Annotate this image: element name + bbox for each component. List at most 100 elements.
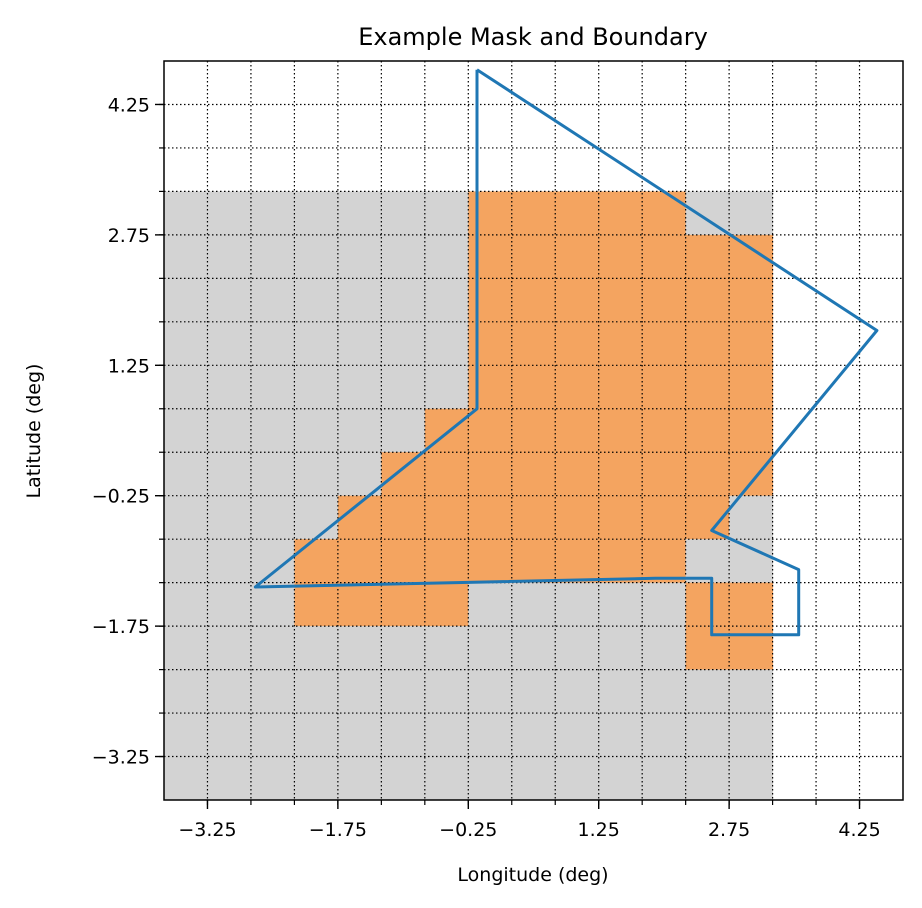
- mask-cell-outside: [511, 713, 556, 758]
- y-tick-label: 4.25: [108, 94, 150, 116]
- mask-cell-inside: [598, 495, 643, 540]
- mask-cell-outside: [164, 582, 208, 627]
- mask-cell-inside: [468, 278, 513, 323]
- mask-cell-outside: [729, 669, 774, 714]
- mask-cell-outside: [250, 365, 295, 410]
- mask-cell-inside: [555, 408, 600, 453]
- mask-cell-outside: [250, 756, 295, 801]
- mask-cell-outside: [511, 626, 556, 671]
- mask-cell-outside: [685, 539, 730, 584]
- mask-cell-outside: [381, 713, 426, 758]
- mask-cell-inside: [598, 234, 643, 279]
- mask-cell-inside: [642, 495, 687, 540]
- mask-cell-outside: [555, 669, 600, 714]
- mask-cell-inside: [511, 539, 556, 584]
- mask-cell-inside: [294, 582, 339, 627]
- mask-cell-outside: [164, 713, 208, 758]
- mask-cell-inside: [424, 452, 469, 497]
- mask-cell-outside: [207, 626, 252, 671]
- mask-cell-inside: [685, 582, 730, 627]
- mask-cell-outside: [424, 713, 469, 758]
- mask-cell-inside: [468, 234, 513, 279]
- mask-cell-outside: [729, 191, 774, 236]
- mask-cell-inside: [642, 365, 687, 410]
- mask-cell-outside: [729, 756, 774, 801]
- mask-cell-outside: [381, 626, 426, 671]
- mask-cell-inside: [598, 365, 643, 410]
- mask-cell-outside: [555, 582, 600, 627]
- mask-cell-outside: [294, 452, 339, 497]
- mask-cell-inside: [511, 321, 556, 366]
- mask-cell-outside: [598, 582, 643, 627]
- mask-cell-outside: [381, 756, 426, 801]
- mask-cell-outside: [381, 191, 426, 236]
- mask-cell-outside: [294, 278, 339, 323]
- mask-cell-inside: [598, 321, 643, 366]
- mask-cell-inside: [424, 539, 469, 584]
- mask-cell-inside: [337, 539, 382, 584]
- mask-cell-outside: [294, 669, 339, 714]
- mask-cell-outside: [164, 756, 208, 801]
- mask-cell-outside: [250, 191, 295, 236]
- mask-cell-outside: [381, 234, 426, 279]
- y-tick-label: −1.75: [92, 616, 150, 638]
- mask-cell-outside: [555, 756, 600, 801]
- mask-cell-outside: [642, 582, 687, 627]
- mask-cell-outside: [511, 669, 556, 714]
- mask-cell-outside: [164, 234, 208, 279]
- mask-cell-outside: [511, 756, 556, 801]
- mask-cell-inside: [598, 539, 643, 584]
- mask-cell-inside: [598, 191, 643, 236]
- x-tick-label: −3.25: [178, 819, 236, 841]
- mask-cell-outside: [207, 756, 252, 801]
- mask-cell-outside: [381, 408, 426, 453]
- mask-cell-inside: [729, 626, 774, 671]
- mask-cell-outside: [337, 234, 382, 279]
- mask-cell-inside: [598, 452, 643, 497]
- mask-cell-inside: [729, 321, 774, 366]
- mask-cell-inside: [555, 278, 600, 323]
- mask-cell-outside: [294, 408, 339, 453]
- mask-cell-inside: [598, 278, 643, 323]
- mask-cell-outside: [164, 539, 208, 584]
- mask-cell-outside: [424, 234, 469, 279]
- mask-cell-outside: [468, 582, 513, 627]
- mask-cell-outside: [511, 582, 556, 627]
- mask-cell-outside: [164, 365, 208, 410]
- mask-cell-outside: [207, 713, 252, 758]
- mask-cell-outside: [207, 278, 252, 323]
- mask-cell-inside: [424, 495, 469, 540]
- x-tick-label: 4.25: [838, 819, 880, 841]
- y-tick-label: 1.25: [108, 355, 150, 377]
- mask-cell-outside: [250, 713, 295, 758]
- mask-cell-outside: [164, 191, 208, 236]
- mask-cell-inside: [468, 321, 513, 366]
- mask-cell-outside: [555, 626, 600, 671]
- mask-cell-outside: [207, 408, 252, 453]
- mask-cell-inside: [555, 539, 600, 584]
- mask-cell-inside: [685, 321, 730, 366]
- mask-cell-outside: [250, 452, 295, 497]
- mask-cell-inside: [468, 495, 513, 540]
- mask-cell-inside: [555, 234, 600, 279]
- mask-cell-inside: [468, 452, 513, 497]
- mask-cell-outside: [164, 321, 208, 366]
- mask-cell-outside: [207, 452, 252, 497]
- mask-cell-inside: [729, 365, 774, 410]
- mask-cell-inside: [381, 452, 426, 497]
- mask-cell-outside: [250, 626, 295, 671]
- mask-cell-inside: [511, 234, 556, 279]
- mask-cell-outside: [598, 626, 643, 671]
- mask-cell-outside: [294, 756, 339, 801]
- mask-cell-outside: [598, 669, 643, 714]
- mask-cell-outside: [207, 495, 252, 540]
- mask-cell-outside: [250, 669, 295, 714]
- mask-cell-outside: [642, 626, 687, 671]
- y-axis-ticks: −3.25 −1.75 −0.25 1.25 2.75 4.25: [92, 94, 164, 769]
- y-tick-label: −3.25: [92, 747, 150, 769]
- mask-cell-inside: [642, 321, 687, 366]
- mask-cell-inside: [685, 452, 730, 497]
- mask-cell-outside: [381, 321, 426, 366]
- mask-cell-inside: [468, 365, 513, 410]
